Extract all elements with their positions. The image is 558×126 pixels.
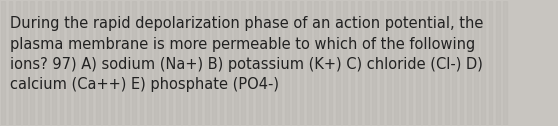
Bar (424, 1, 427, 125)
Bar (409, 1, 412, 125)
Bar (300, 1, 303, 125)
Bar (147, 1, 151, 125)
Bar (118, 1, 122, 125)
Bar (453, 1, 456, 125)
Bar (234, 1, 238, 125)
Bar (140, 1, 143, 125)
Bar (16, 1, 20, 125)
Bar (161, 1, 165, 125)
Bar (460, 1, 463, 125)
Bar (438, 1, 441, 125)
Bar (67, 1, 70, 125)
Bar (372, 1, 376, 125)
Bar (343, 1, 347, 125)
Bar (489, 1, 492, 125)
Bar (271, 1, 274, 125)
Bar (45, 1, 49, 125)
Bar (394, 1, 398, 125)
Bar (190, 1, 194, 125)
Bar (482, 1, 485, 125)
Bar (474, 1, 478, 125)
Bar (242, 1, 245, 125)
Bar (205, 1, 209, 125)
Bar (1, 1, 5, 125)
Bar (503, 1, 507, 125)
Bar (169, 1, 172, 125)
Bar (445, 1, 449, 125)
Bar (110, 1, 114, 125)
Bar (220, 1, 223, 125)
Bar (227, 1, 230, 125)
Bar (307, 1, 311, 125)
Bar (125, 1, 129, 125)
Text: During the rapid depolarization phase of an action potential, the
plasma membran: During the rapid depolarization phase of… (9, 16, 483, 92)
Bar (314, 1, 318, 125)
Bar (321, 1, 325, 125)
Bar (285, 1, 288, 125)
Bar (358, 1, 362, 125)
Bar (132, 1, 136, 125)
Bar (496, 1, 499, 125)
Bar (387, 1, 391, 125)
Bar (103, 1, 107, 125)
Bar (38, 1, 41, 125)
Bar (263, 1, 267, 125)
Bar (336, 1, 340, 125)
Bar (198, 1, 201, 125)
Bar (467, 1, 470, 125)
Bar (96, 1, 99, 125)
Bar (89, 1, 92, 125)
Bar (31, 1, 34, 125)
Bar (416, 1, 420, 125)
Bar (511, 1, 514, 125)
Bar (9, 1, 12, 125)
Bar (431, 1, 434, 125)
Bar (81, 1, 85, 125)
Bar (60, 1, 63, 125)
Bar (183, 1, 187, 125)
Bar (52, 1, 56, 125)
Bar (278, 1, 281, 125)
Bar (154, 1, 158, 125)
Bar (256, 1, 259, 125)
Bar (23, 1, 27, 125)
Bar (213, 1, 216, 125)
Bar (292, 1, 296, 125)
Bar (249, 1, 252, 125)
Bar (379, 1, 383, 125)
Bar (350, 1, 354, 125)
Bar (401, 1, 405, 125)
Bar (74, 1, 78, 125)
Bar (365, 1, 369, 125)
Bar (329, 1, 333, 125)
Bar (176, 1, 180, 125)
